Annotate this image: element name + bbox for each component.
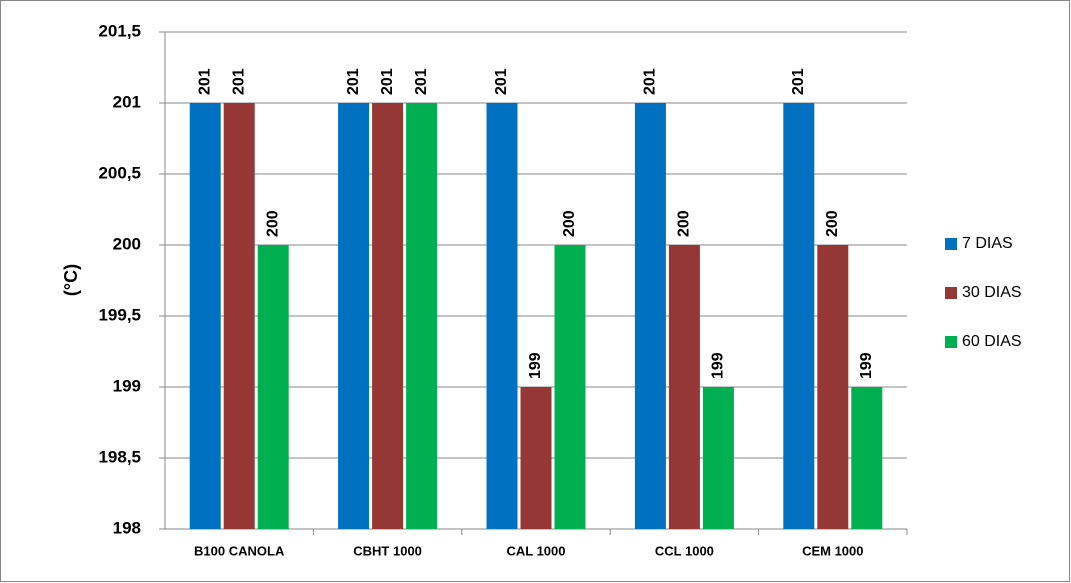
bar [634,103,666,529]
legend-swatch [945,287,957,299]
legend-label: 60 DIAS [962,333,1022,350]
y-tick-label: 201,5 [98,21,141,40]
bar [702,387,734,529]
legend-label: 7 DIAS [962,235,1013,252]
bar [406,103,438,529]
bar [520,387,552,529]
legend-swatch [945,238,957,250]
x-tick-label: B100 CANOLA [194,543,285,558]
x-tick-label: CBHT 1000 [353,543,422,558]
bar [372,103,404,529]
data-label: 201 [493,68,510,95]
data-label: 201 [345,68,362,95]
y-tick-label: 201 [113,92,141,111]
y-tick-label: 198,5 [98,447,141,466]
data-label: 200 [561,210,578,237]
y-tick-label: 200,5 [98,163,141,182]
x-tick-label: CEM 1000 [802,543,863,558]
y-tick-label: 200 [113,234,141,253]
bar [554,245,586,529]
data-label: 201 [642,68,659,95]
bar [338,103,370,529]
x-tick-label: CAL 1000 [506,543,565,558]
legend-label: 30 DIAS [962,284,1022,301]
data-label: 201 [790,68,807,95]
bar [189,103,221,529]
data-label: 200 [264,210,281,237]
bar [223,103,255,529]
y-tick-label: 199 [113,376,141,395]
bar [257,245,289,529]
y-tick-label: 199,5 [98,305,141,324]
data-label: 200 [676,210,693,237]
data-label: 201 [230,68,247,95]
data-label: 201 [413,68,430,95]
data-label: 199 [710,352,727,379]
data-label: 201 [379,68,396,95]
y-tick-label: 198 [113,518,141,537]
bar [851,387,883,529]
bar [783,103,815,529]
data-label: 200 [824,210,841,237]
legend-swatch [945,336,957,348]
bar [668,245,700,529]
data-label: 199 [858,352,875,379]
data-label: 201 [196,68,213,95]
bar [817,245,849,529]
x-tick-label: CCL 1000 [655,543,714,558]
bar [486,103,518,529]
data-label: 199 [527,352,544,379]
y-axis-label: (°C) [61,264,81,296]
